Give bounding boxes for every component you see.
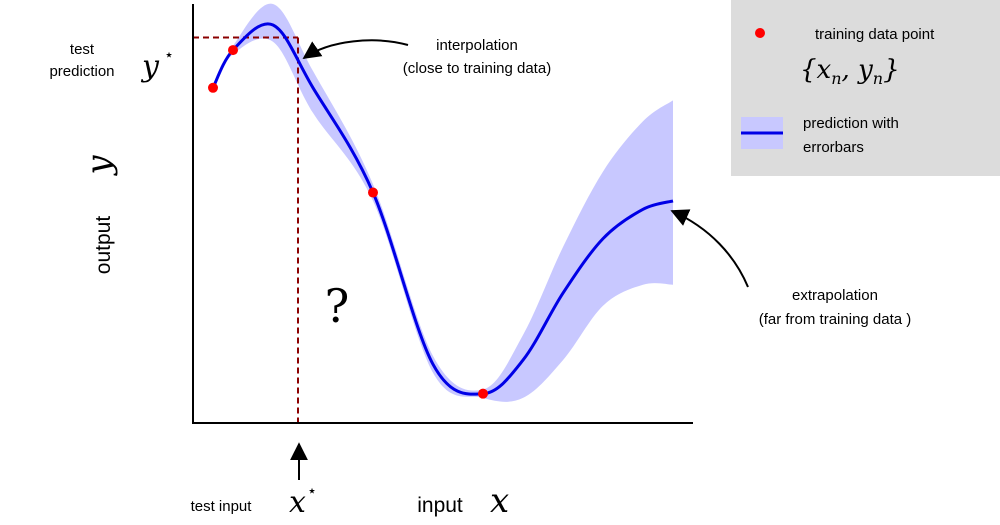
- extrapolation-label-line1: extrapolation: [792, 287, 878, 304]
- legend-prediction-label-line2: errorbars: [803, 139, 864, 156]
- extrapolation-label-line2: (far from training data ): [759, 311, 912, 328]
- interpolation-label-line1: interpolation: [436, 37, 518, 54]
- training-data-point: [368, 187, 378, 198]
- test-prediction-label-line2: prediction: [49, 63, 114, 80]
- question-mark: ?: [325, 279, 350, 333]
- y-star-symbol: y: [140, 49, 160, 84]
- interpolation-label-line2: (close to training data): [403, 60, 551, 77]
- x-star-symbol: x: [289, 485, 306, 520]
- training-data-point: [208, 82, 218, 93]
- training-data-point: [478, 388, 488, 399]
- legend-training-point-marker: [755, 28, 765, 38]
- mean-prediction-group: [211, 22, 674, 396]
- legend-training-point-label: training data point: [815, 26, 935, 43]
- extrapolation-arrow: [670, 209, 749, 288]
- x-star-superscript: ⋆: [307, 481, 317, 500]
- y-star-superscript: ⋆: [164, 45, 174, 64]
- training-points-group: [208, 45, 488, 399]
- legend: training data point {xn, yn} prediction …: [731, 0, 1000, 176]
- input-x-symbol: x: [490, 481, 509, 521]
- output-y-symbol: y: [79, 155, 119, 177]
- test-guide-lines: [193, 36, 299, 423]
- test-input-label: test input: [191, 498, 253, 515]
- legend-prediction-label-line1: prediction with: [803, 115, 899, 132]
- mean-prediction-line: [211, 22, 674, 396]
- output-word-label: output: [92, 216, 115, 275]
- interpolation-arrow: [302, 39, 409, 60]
- test-prediction-label-line1: test: [70, 41, 95, 58]
- input-word-label: input: [417, 494, 463, 517]
- legend-training-point-math: {xn, yn}: [800, 55, 900, 88]
- training-data-point: [228, 45, 238, 56]
